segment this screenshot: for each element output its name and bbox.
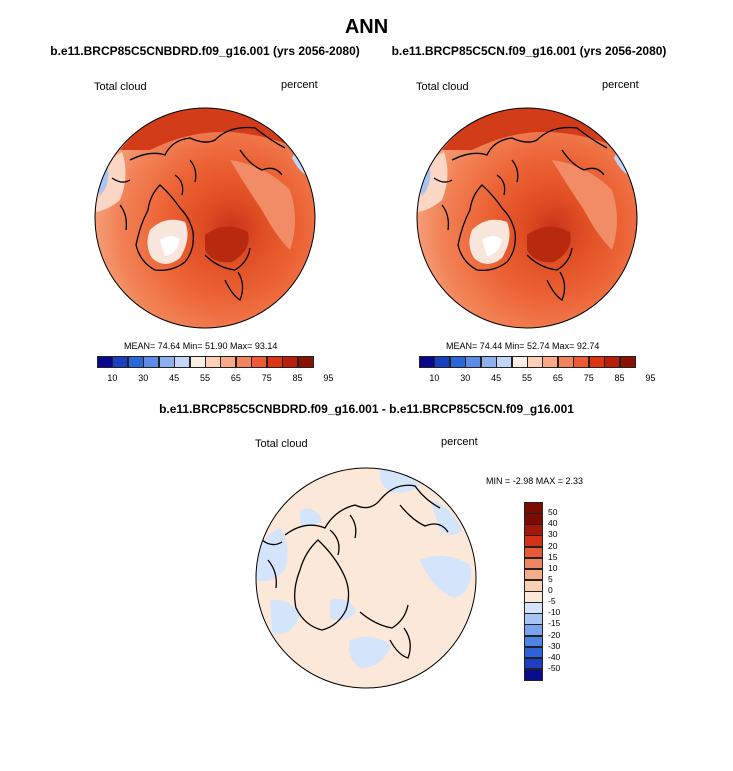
panel-1-colorbar-tick-label: 45 — [169, 373, 180, 383]
panel-1-title: b.e11.BRCP85C5CNBDRD.f09_g16.001 (yrs 20… — [50, 44, 360, 58]
panel-3-colorbar-tick-label: -30 — [548, 640, 561, 651]
panel-3-colorbar-tick-label: 0 — [548, 585, 553, 595]
panel-1-colorbar-swatch — [297, 356, 314, 368]
panel-3-colorbar-tick-label: -10 — [548, 607, 561, 618]
panel-2-units-label: percent — [602, 79, 639, 91]
panel-3-colorbar-tick-label: 40 — [548, 518, 558, 529]
panel-3-colorbar-swatch — [524, 579, 543, 592]
panel-1-colorbar-tick-label: 75 — [261, 373, 272, 383]
panel-2-colorbar-ticks: 10 30 45 55 65 75 85 95 — [419, 373, 655, 385]
panel-3-colorbar-tick-label: -40 — [548, 651, 561, 662]
panel-3-colorbar-swatch — [524, 624, 543, 637]
panel-3-variable-label: Total cloud — [255, 438, 308, 450]
panel-1-colorbar — [97, 356, 314, 368]
panel-1-stats: MEAN= 74.64 Min= 51.90 Max= 93.14 — [124, 341, 278, 351]
panel-3-colorbar-tick-label: 5 — [548, 573, 553, 584]
panel-1-colorbar-tick-label: 30 — [138, 373, 149, 383]
panel-3-colorbar-swatch — [524, 535, 543, 548]
panel-2-colorbar-tick-label: 65 — [552, 373, 563, 383]
panel-3-colorbar-swatch — [524, 524, 543, 536]
panel-3-colorbar-tick-label: 50 — [548, 507, 558, 518]
panel-2-colorbar-swatch — [619, 356, 636, 368]
panel-1-colorbar-ticks: 10 30 45 55 65 75 85 95 — [97, 373, 333, 385]
panel-3-colorbar-swatch — [524, 513, 543, 525]
panel-3-colorbar-tick-label: 30 — [548, 529, 558, 540]
panel-3-colorbar-tick-label: -5 — [548, 596, 556, 607]
panel-2-colorbar-tick-label: 75 — [583, 373, 594, 383]
panel-3-colorbar-swatch — [524, 557, 543, 570]
panel-3-colorbar-tick-label: -15 — [548, 618, 561, 629]
panel-1-colorbar-tick-label: 10 — [107, 373, 118, 383]
panel-3-stats: MIN = -2.98 MAX = 2.33 — [486, 476, 584, 486]
panel-3-colorbar-tick-label: 20 — [548, 540, 558, 551]
panel-3-colorbar-swatch — [524, 602, 543, 614]
panel-3-colorbar-tick-label: 15 — [548, 551, 558, 562]
panel-3-colorbar-tick-label: -50 — [548, 662, 561, 673]
panel-2-colorbar-tick-label: 45 — [491, 373, 502, 383]
panel-1-colorbar-tick-label: 55 — [199, 373, 210, 383]
panel-3-colorbar-swatch — [524, 657, 543, 670]
panel-1-units-label: percent — [281, 79, 318, 91]
panel-1-variable-label: Total cloud — [94, 81, 147, 93]
panel-3-units-label: percent — [441, 436, 478, 448]
panel-2-colorbar-tick-label: 10 — [429, 373, 440, 383]
panel-3-colorbar-swatch — [524, 568, 543, 581]
panel-3-title: b.e11.BRCP85C5CNBDRD.f09_g16.001 - b.e11… — [159, 402, 574, 416]
panel-1-colorbar-tick-label: 95 — [323, 373, 334, 383]
panel-3-colorbar-swatch — [524, 502, 543, 514]
panel-3-colorbar-swatch — [524, 646, 543, 659]
panel-2-colorbar-tick-label: 95 — [645, 373, 656, 383]
panel-2-colorbar-tick-label: 30 — [460, 373, 471, 383]
panel-1-colorbar-tick-label: 65 — [230, 373, 241, 383]
panel-3-colorbar-swatch — [524, 635, 543, 648]
panel-2-stats: MEAN= 74.44 Min= 52.74 Max= 92.74 — [446, 341, 600, 351]
panel-2-colorbar — [419, 356, 636, 368]
panel-3-colorbar-swatch — [524, 591, 543, 603]
figure-title: ANN — [344, 16, 389, 38]
panel-3-colorbar-ticks: 50 40 30 20 15 10 5 0 -5 -10 -15 -20 -30 -40 -50 — [548, 502, 578, 680]
panel-3-colorbar-tick-label: 10 — [548, 562, 558, 573]
panel-2-title: b.e11.BRCP85C5CN.f09_g16.001 (yrs 2056-2… — [391, 44, 667, 58]
panel-2-colorbar-tick-label: 85 — [614, 373, 625, 383]
panel-3-colorbar-tick-label: -20 — [548, 629, 561, 640]
panel-1-colorbar-tick-label: 85 — [292, 373, 303, 383]
panel-3-colorbar-swatch — [524, 613, 543, 625]
panel-2-colorbar-tick-label: 55 — [521, 373, 532, 383]
panel-3-colorbar — [524, 502, 543, 681]
panel-3-colorbar-swatch — [524, 668, 543, 681]
panel-2-variable-label: Total cloud — [416, 81, 469, 93]
panel-3-colorbar-swatch — [524, 546, 543, 559]
